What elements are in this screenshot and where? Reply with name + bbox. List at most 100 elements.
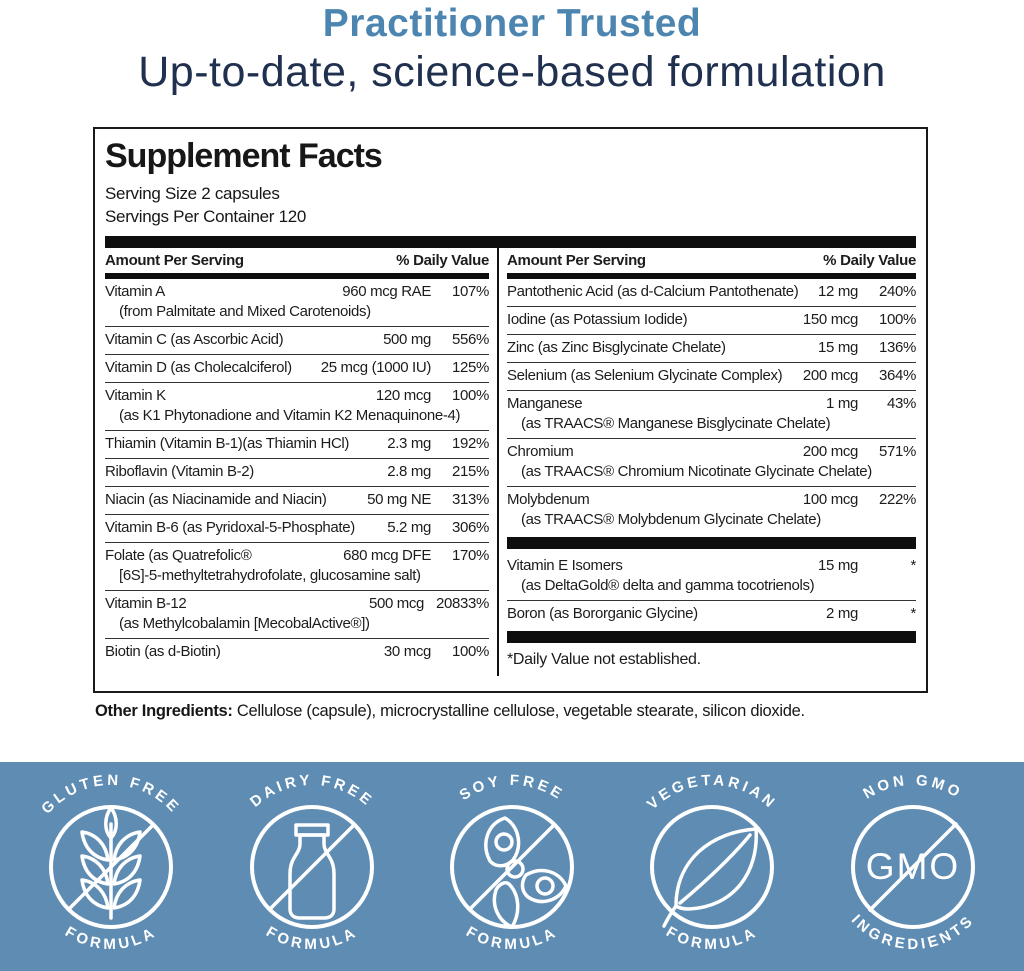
nutrient-name-line2: (as Methylcobalamin [MecobalActive®]) — [119, 614, 370, 632]
leaf-icon — [662, 826, 759, 928]
nutrient-dv: 215% — [452, 462, 489, 480]
column-header-amount: Amount Per Serving — [105, 251, 244, 269]
gmo-text-icon: GMO — [865, 846, 959, 887]
nutrient-name: Riboflavin (Vitamin B-2) — [105, 462, 254, 480]
badge-non-gmo: NON GMO INGREDIENTS GMO — [818, 772, 1008, 962]
table-row: Thiamin (Vitamin B-1)(as Thiamin HCl) 2.… — [105, 431, 489, 459]
nutrient-name: Vitamin K — [105, 386, 166, 404]
table-row: Vitamin E Isomers 15 mg * (as DeltaGold®… — [507, 553, 916, 601]
nutrient-dv: * — [910, 604, 917, 622]
table-row: Boron (as Bororganic Glycine) 2 mg * — [507, 601, 916, 628]
nutrient-dv: 306% — [452, 518, 489, 536]
nutrient-name-line2: (as DeltaGold® delta and gamma tocotrien… — [521, 576, 815, 594]
nutrient-name: Manganese — [507, 394, 583, 412]
table-row: Iodine (as Potassium Iodide) 150 mcg 100… — [507, 307, 916, 335]
slash-icon — [468, 822, 556, 911]
nutrient-name: Pantothenic Acid (as d-Calcium Pantothen… — [507, 282, 799, 300]
nutrient-name: Zinc (as Zinc Bisglycinate Chelate) — [507, 338, 726, 356]
nutrient-amount: 1 mg — [826, 394, 858, 412]
nutrient-name: Vitamin E Isomers — [507, 556, 623, 574]
nutrient-dv: 100% — [452, 386, 489, 404]
nutrient-amount: 680 mcg DFE — [343, 546, 431, 564]
nutrition-column-left: Amount Per Serving % Daily Value Vitamin… — [105, 247, 499, 676]
nutrient-name: Iodine (as Potassium Iodide) — [507, 310, 688, 328]
nutrient-amount: 12 mg — [818, 282, 858, 300]
table-row: Pantothenic Acid (as d-Calcium Pantothen… — [507, 279, 916, 307]
column-header: Amount Per Serving % Daily Value — [507, 248, 916, 273]
divider-bar — [507, 630, 916, 643]
nutrient-name: Chromium — [507, 442, 574, 460]
table-row: Molybdenum 100 mcg 222% (as TRAACS® Moly… — [507, 487, 916, 534]
nutrient-amount: 120 mcg — [375, 386, 431, 404]
table-row: Vitamin A 960 mcg RAE 107% (from Palmita… — [105, 279, 489, 327]
table-row: Vitamin B-6 (as Pyridoxal-5-Phosphate) 5… — [105, 515, 489, 543]
nutrient-name: Vitamin B-12 — [105, 594, 187, 612]
nutrient-name: Vitamin B-6 (as Pyridoxal-5-Phosphate) — [105, 518, 355, 536]
table-row: Niacin (as Niacinamide and Niacin) 50 mg… — [105, 487, 489, 515]
nutrient-amount: 30 mcg — [383, 642, 431, 660]
nutrient-name: Vitamin C (as Ascorbic Acid) — [105, 330, 284, 348]
badge-bottom-label: INGREDIENTS — [847, 911, 977, 953]
nutrient-name: Folate (as Quatrefolic® — [105, 546, 252, 564]
nutrient-name-line2: (as TRAACS® Manganese Bisglycinate Chela… — [521, 414, 831, 432]
nutrient-dv: 364% — [879, 366, 916, 384]
table-row: Selenium (as Selenium Glycinate Complex)… — [507, 363, 916, 391]
nutrient-amount: 500 mg — [383, 330, 431, 348]
nutrient-dv: 136% — [879, 338, 916, 356]
table-row: Folate (as Quatrefolic® 680 mcg DFE 170%… — [105, 543, 489, 591]
other-ingredients-text: Cellulose (capsule), microcrystalline ce… — [236, 702, 805, 720]
nutrient-dv: 100% — [879, 310, 916, 328]
nutrient-name: Vitamin D (as Cholecalciferol) — [105, 358, 292, 376]
servings-per-container: Servings Per Container 120 — [105, 207, 307, 227]
badge-vegetarian: VEGETARIAN FORMULA — [617, 772, 807, 962]
nutrient-dv: 571% — [879, 442, 916, 460]
nutrient-name: Molybdenum — [507, 490, 590, 508]
wheat-icon — [80, 805, 143, 920]
slash-icon — [67, 822, 156, 911]
badge-top-label: NON GMO — [860, 772, 965, 802]
nutrient-dv: 240% — [879, 282, 916, 300]
nutrient-name: Biotin (as d-Biotin) — [105, 642, 221, 660]
nutrient-name-line2: (from Palmitate and Mixed Carotenoids) — [119, 302, 371, 320]
badge-dairy-free: DAIRY FREE FORMULA — [217, 772, 407, 962]
nutrient-amount: 2 mg — [826, 604, 858, 622]
table-row: Vitamin D (as Cholecalciferol) 25 mcg (1… — [105, 355, 489, 383]
nutrient-amount: 200 mcg — [802, 366, 858, 384]
divider-bar — [105, 235, 916, 248]
column-header: Amount Per Serving % Daily Value — [105, 248, 489, 273]
nutrient-name: Selenium (as Selenium Glycinate Complex) — [507, 366, 783, 384]
nutrient-amount: 5.2 mg — [387, 518, 431, 536]
column-header-dv: % Daily Value — [823, 251, 916, 269]
soybean-icon — [484, 815, 568, 929]
nutrient-name-line2: (as TRAACS® Chromium Nicotinate Glycinat… — [521, 462, 872, 480]
nutrient-dv: 170% — [452, 546, 489, 564]
nutrient-dv: 100% — [452, 642, 489, 660]
nutrient-amount: 150 mcg — [802, 310, 858, 328]
divider-bar — [507, 272, 916, 279]
nutrient-amount: 15 mg — [818, 338, 858, 356]
nutrient-amount: 2.3 mg — [387, 434, 431, 452]
nutrient-amount: 100 mcg — [802, 490, 858, 508]
table-row: Manganese 1 mg 43% (as TRAACS® Manganese… — [507, 391, 916, 439]
nutrient-name: Boron (as Bororganic Glycine) — [507, 604, 698, 622]
nutrient-dv: 556% — [452, 330, 489, 348]
table-row: Vitamin B-12 500 mcg 20833% (as Methylco… — [105, 591, 489, 639]
nutrient-name-line2: (as K1 Phytonadione and Vitamin K2 Menaq… — [119, 406, 461, 424]
column-header-dv: % Daily Value — [396, 251, 489, 269]
nutrient-amount: 960 mcg RAE — [342, 282, 431, 300]
badge-soy-free: SOY FREE FORMULA — [417, 772, 607, 962]
badge-ring — [850, 804, 975, 929]
nutrient-amount: 2.8 mg — [387, 462, 431, 480]
daily-value-footnote: *Daily Value not established. — [507, 650, 701, 668]
column-header-amount: Amount Per Serving — [507, 251, 646, 269]
nutrient-dv: 313% — [452, 490, 489, 508]
nutrient-dv: 20833% — [436, 594, 489, 612]
nutrient-dv: * — [910, 556, 917, 574]
badge-ring — [650, 804, 775, 929]
nutrient-dv: 43% — [887, 394, 916, 412]
badge-top-label: DAIRY FREE — [247, 772, 377, 811]
page-subtitle: Up-to-date, science-based formulation — [138, 48, 886, 96]
divider-bar — [105, 272, 489, 279]
nutrient-name: Vitamin A — [105, 282, 165, 300]
nutrient-amount: 25 mcg (1000 IU) — [320, 358, 432, 376]
